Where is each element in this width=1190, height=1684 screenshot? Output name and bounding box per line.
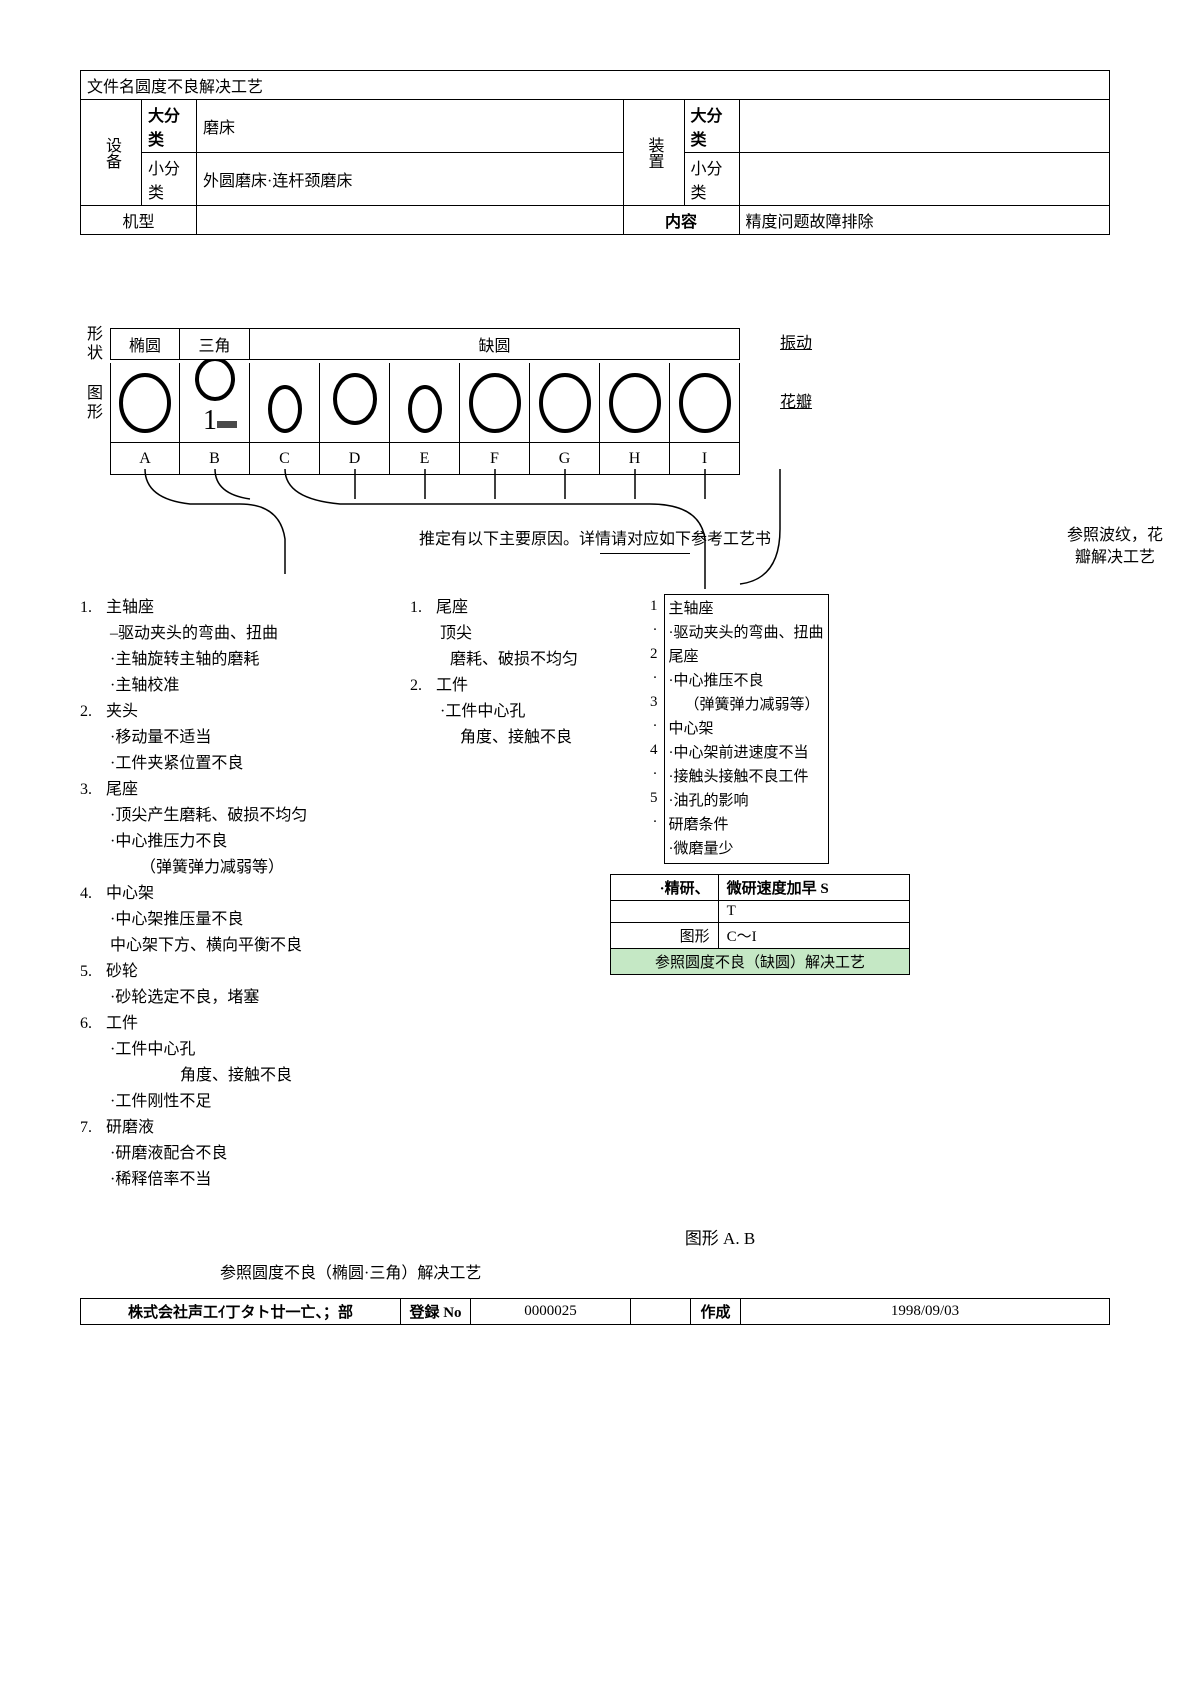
content-val: 精度问题故障排除 [739,206,1109,235]
footer-table: 株式会社声工ｲ丁タト廿一亡、；部 登録 No 0000025 作成 1998/0… [80,1298,1110,1325]
file-label: 文件名 [87,79,135,96]
side-vibration: 振动 [780,332,812,356]
mincat-val: 外圆磨床·连杆颈磨床 [197,153,624,206]
shape-section: 形状 椭圆 三角 缺圆 振动 图形 1 [80,325,1110,475]
regno: 0000025 [471,1299,631,1325]
triangle-header: 三角 [180,328,250,360]
side-petal: 花瓣 [780,391,812,415]
date: 1998/09/03 [741,1299,1110,1325]
graphic-a [110,363,180,443]
equip-label: 设备 [81,100,142,206]
fig-ab: 图形 A. B [330,1224,1110,1249]
content-label: 内容 [623,206,739,235]
majcat-label: 大分类 [142,100,197,153]
graphic-f [460,363,530,443]
column-3: 1· 2· 3· 4· 5· 主轴座 ·驱动夹头的弯曲、扭曲 尾座 ·中心推压不… [650,594,910,975]
file-name: 圆度不良解决工艺 [135,79,263,96]
graphic-i [670,363,740,443]
ellipse-header: 椭圆 [110,328,180,360]
majcat2-label: 大分类 [684,100,739,153]
footer-ref: 参照圆度不良（椭圆·三角）解决工艺 [220,1259,620,1283]
deficient-header: 缺圆 [250,328,740,360]
graphic-b: 1 [180,363,250,443]
made-label: 作成 [691,1299,741,1325]
regno-label: 登録 No [401,1299,471,1325]
graphic-g [530,363,600,443]
majcat-val: 磨床 [197,100,624,153]
column-2: 1.尾座 顶尖 磨耗、破损不均匀 2.工件 ·工件中心孔 角度、接触不良 [410,594,630,752]
graphic-h [600,363,670,443]
device-label: 装置 [623,100,684,206]
mincat-label: 小分类 [142,153,197,206]
graphic-c [250,363,320,443]
small-ref-table: ·精研、 微研速度加早 S T 图形 C～I 参照圆度不良（缺圆）解决工艺 [610,874,910,975]
svg-text:1: 1 [203,405,217,436]
graphic-row-label: 图形 [80,384,110,422]
graphic-d [320,363,390,443]
mincat2-label: 小分类 [684,153,739,206]
column-1: 1.主轴座 –驱动夹头的弯曲、扭曲 ·主轴旋转主轴的磨耗 ·主轴校准 2.夹头 … [80,594,390,1194]
flow-note: 推定有以下主要原因。详情请对应如下参考工艺书 [80,525,1110,549]
header-table: 文件名圆度不良解决工艺 设备 大分类 磨床 装置 大分类 小分类 外圆磨床·连杆… [80,70,1110,235]
shape-row-label: 形状 [80,325,110,363]
content-columns: 1.主轴座 –驱动夹头的弯曲、扭曲 ·主轴旋转主轴的磨耗 ·主轴校准 2.夹头 … [80,594,1110,1194]
model-label: 机型 [81,206,197,235]
graphic-e [390,363,460,443]
company-cell: 株式会社声工ｲ丁タト廿一亡、；部 [81,1299,401,1325]
footer-section: 图形 A. B 参照圆度不良（椭圆·三角）解决工艺 株式会社声工ｲ丁タト廿一亡、… [80,1224,1110,1325]
